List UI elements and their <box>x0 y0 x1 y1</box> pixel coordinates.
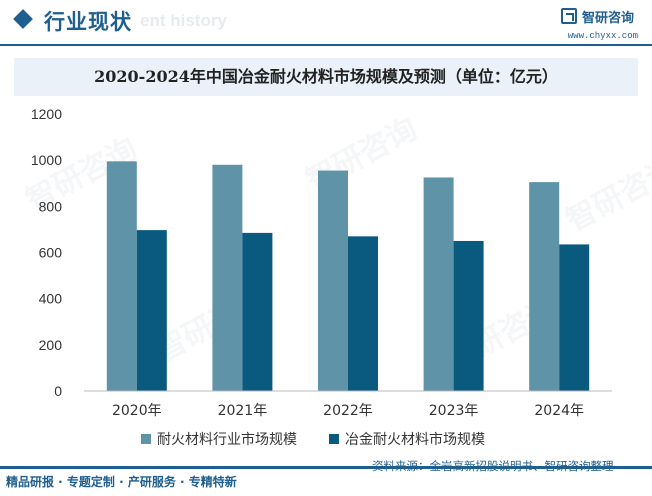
bar-2-2 <box>242 232 273 391</box>
footer-rule <box>0 466 652 469</box>
y-tick-label: 800 <box>39 198 63 214</box>
x-tick-label: 2024年 <box>534 403 584 419</box>
x-axis: 2020年 2021年 2022年 2023年 2024年 <box>112 403 584 419</box>
bar-1-3 <box>318 170 348 391</box>
bar-2-3 <box>348 236 378 391</box>
y-tick-label: 200 <box>39 337 63 353</box>
bars <box>106 161 590 391</box>
footer-tagline: 精品研报 · 专题定制 · 产研服务 · 专精特新 <box>6 475 237 489</box>
logo-url: www.chyxx.com <box>567 31 638 41</box>
x-tick-label: 2023年 <box>429 403 479 419</box>
y-tick-label: 1200 <box>31 106 62 122</box>
chart-title-bar: 2020-2024年中国冶金耐火材料市场规模及预测（单位：亿元） <box>14 58 638 96</box>
x-tick-label: 2022年 <box>323 403 373 419</box>
header-ghost-text: ent history <box>140 11 227 30</box>
x-tick-label: 2021年 <box>218 403 268 419</box>
legend-label-2: 冶金耐火材料市场规模 <box>345 431 485 448</box>
legend: 耐火材料行业市场规模 冶金耐火材料市场规模 <box>141 431 485 448</box>
x-tick-label: 2020年 <box>112 403 162 419</box>
bar-1-5 <box>529 182 560 391</box>
chart-title: 2020-2024年中国冶金耐火材料市场规模及预测（单位：亿元） <box>94 67 558 86</box>
y-tick-label: 0 <box>54 383 62 399</box>
logo-name: 智研咨询 <box>582 11 635 26</box>
bar-2-5 <box>559 244 590 391</box>
header: ent history 行业现状 智研咨询 www.chyxx.com <box>0 0 652 44</box>
bar-2-4 <box>453 240 484 391</box>
legend-label-1: 耐火材料行业市场规模 <box>157 431 297 448</box>
y-axis: 0 200 400 600 800 1000 1200 <box>31 106 62 399</box>
header-rule <box>0 44 652 46</box>
legend-swatch-1 <box>141 434 151 444</box>
y-tick-label: 600 <box>39 245 63 261</box>
y-tick-label: 1000 <box>31 152 62 168</box>
y-tick-label: 400 <box>39 291 63 307</box>
section-title: 行业现状 <box>44 10 132 34</box>
bar-2-1 <box>136 230 167 391</box>
bar-1-2 <box>212 164 243 391</box>
logo-icon <box>561 8 577 24</box>
legend-swatch-2 <box>329 434 339 444</box>
bar-1-1 <box>106 161 137 391</box>
bar-1-4 <box>423 177 454 391</box>
